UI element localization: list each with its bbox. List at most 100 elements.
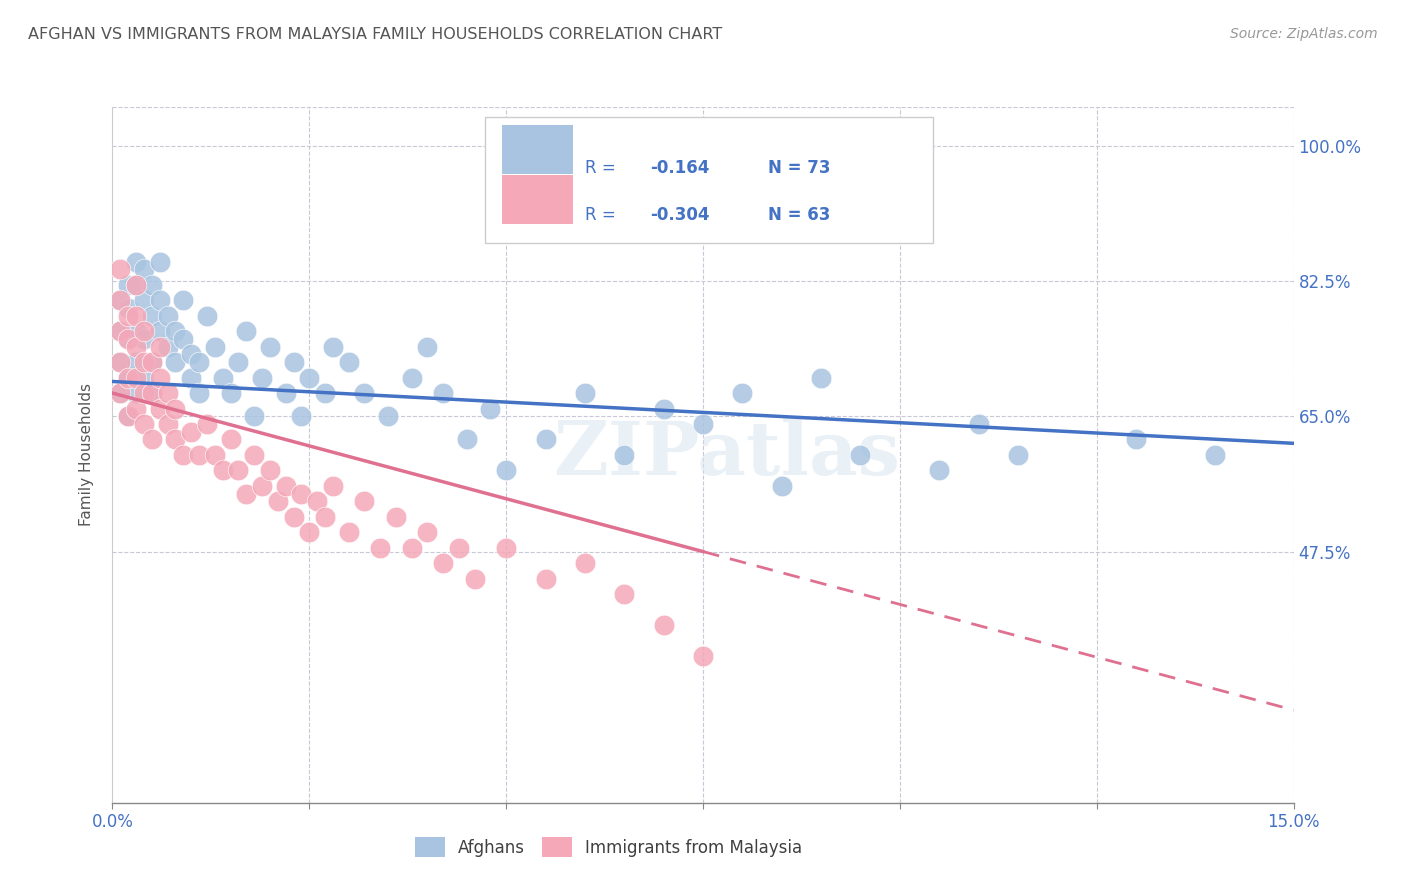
Point xyxy=(149,324,172,338)
Point xyxy=(464,572,486,586)
Point xyxy=(110,386,132,401)
Point xyxy=(110,386,132,401)
Point xyxy=(243,409,266,424)
Point xyxy=(298,525,321,540)
Point xyxy=(149,254,172,268)
Point xyxy=(574,386,596,401)
Point xyxy=(110,324,132,338)
Point xyxy=(141,277,163,292)
Point xyxy=(117,332,139,346)
Point xyxy=(211,463,233,477)
Point xyxy=(125,386,148,401)
Point xyxy=(1125,433,1147,447)
Point xyxy=(188,355,211,369)
Point xyxy=(141,355,163,369)
Point xyxy=(125,277,148,292)
Point xyxy=(849,448,872,462)
Point xyxy=(1007,448,1029,462)
Point xyxy=(141,386,163,401)
Point xyxy=(110,324,132,338)
Point xyxy=(298,370,321,384)
Point xyxy=(132,386,155,401)
Point xyxy=(172,448,194,462)
Point xyxy=(432,386,454,401)
Point xyxy=(117,277,139,292)
Point xyxy=(117,370,139,384)
Point xyxy=(401,541,423,555)
Legend: Afghans, Immigrants from Malaysia: Afghans, Immigrants from Malaysia xyxy=(408,830,808,864)
Point xyxy=(172,293,194,308)
Point xyxy=(141,355,163,369)
Point xyxy=(250,479,273,493)
Point xyxy=(322,479,344,493)
Point xyxy=(307,494,329,508)
FancyBboxPatch shape xyxy=(502,125,574,174)
Point xyxy=(165,324,187,338)
Point xyxy=(290,486,312,500)
Text: AFGHAN VS IMMIGRANTS FROM MALAYSIA FAMILY HOUSEHOLDS CORRELATION CHART: AFGHAN VS IMMIGRANTS FROM MALAYSIA FAMIL… xyxy=(28,27,723,42)
Point xyxy=(495,463,517,477)
Text: ZIPatlas: ZIPatlas xyxy=(553,418,900,491)
Point xyxy=(165,433,187,447)
Point xyxy=(368,541,391,555)
Point xyxy=(110,293,132,308)
Text: -0.304: -0.304 xyxy=(650,206,710,224)
Point xyxy=(117,301,139,315)
Point xyxy=(810,370,832,384)
Text: Source: ZipAtlas.com: Source: ZipAtlas.com xyxy=(1230,27,1378,41)
Point xyxy=(204,448,226,462)
Point xyxy=(401,370,423,384)
Point xyxy=(259,463,281,477)
Point xyxy=(314,386,336,401)
Point xyxy=(125,401,148,416)
Point xyxy=(259,340,281,354)
Point xyxy=(180,347,202,361)
Point xyxy=(117,332,139,346)
Point xyxy=(132,417,155,431)
Point xyxy=(353,386,375,401)
Point xyxy=(416,340,439,354)
Point xyxy=(141,433,163,447)
Point xyxy=(534,433,557,447)
Point xyxy=(337,525,360,540)
Point xyxy=(652,401,675,416)
Point xyxy=(274,386,297,401)
Point xyxy=(267,494,290,508)
Text: N = 73: N = 73 xyxy=(768,159,831,177)
Point xyxy=(314,509,336,524)
Point xyxy=(125,309,148,323)
Point xyxy=(132,355,155,369)
Point xyxy=(322,340,344,354)
Point xyxy=(195,309,218,323)
Point xyxy=(337,355,360,369)
FancyBboxPatch shape xyxy=(502,175,574,224)
Point xyxy=(180,370,202,384)
Point xyxy=(967,417,990,431)
Point xyxy=(141,309,163,323)
Point xyxy=(156,309,179,323)
Point xyxy=(149,293,172,308)
Point xyxy=(692,417,714,431)
Point xyxy=(188,386,211,401)
Point xyxy=(149,370,172,384)
Point xyxy=(274,479,297,493)
Point xyxy=(479,401,502,416)
Point xyxy=(125,277,148,292)
Point xyxy=(290,409,312,424)
Point xyxy=(613,587,636,601)
Point xyxy=(235,324,257,338)
Text: R =: R = xyxy=(585,206,621,224)
Point xyxy=(377,409,399,424)
Point xyxy=(132,324,155,338)
Point xyxy=(283,355,305,369)
Point xyxy=(731,386,754,401)
Point xyxy=(353,494,375,508)
Point xyxy=(165,355,187,369)
Point xyxy=(132,262,155,277)
Point xyxy=(156,340,179,354)
Point xyxy=(110,355,132,369)
Point xyxy=(228,355,250,369)
Point xyxy=(416,525,439,540)
Point xyxy=(219,386,242,401)
FancyBboxPatch shape xyxy=(485,118,934,243)
